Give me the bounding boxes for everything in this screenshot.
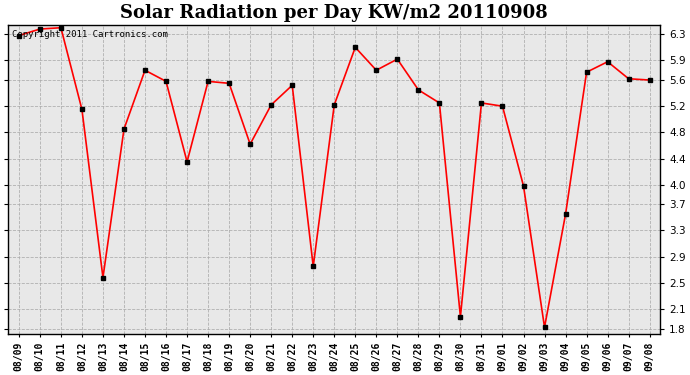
Text: Copyright 2011 Cartronics.com: Copyright 2011 Cartronics.com xyxy=(12,30,168,39)
Title: Solar Radiation per Day KW/m2 20110908: Solar Radiation per Day KW/m2 20110908 xyxy=(120,4,548,22)
